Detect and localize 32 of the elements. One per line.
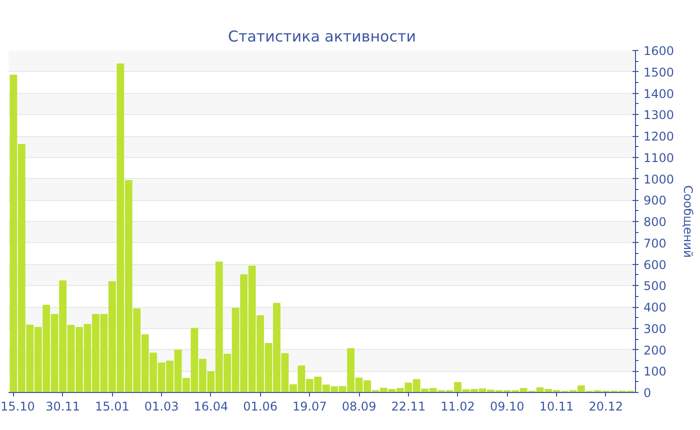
y-tick-label: 100: [644, 364, 666, 379]
y-tick-label: 1000: [644, 172, 674, 186]
x-tick-label: 01.06: [243, 400, 278, 414]
y-tick-label: 200: [644, 343, 666, 358]
y-axis-title: Сообщений: [681, 185, 696, 258]
x-tick-label: 30.11: [46, 400, 80, 414]
y-tick-label: 1300: [644, 108, 674, 122]
x-tick-label: 22.11: [391, 400, 426, 414]
y-tick-label: 800: [644, 215, 666, 229]
x-tick-label: 15.10: [0, 400, 35, 414]
y-tick-label: 700: [644, 236, 666, 250]
y-tick-label: 1500: [644, 65, 674, 80]
y-tick-label: 0: [644, 386, 652, 400]
x-tick-label: 08.09: [342, 400, 376, 414]
y-tick-label: 1100: [644, 150, 674, 165]
x-tick-label: 10.11: [539, 400, 574, 414]
x-tick-label: 16.04: [194, 400, 228, 414]
chart-title: Статистика активности: [228, 28, 416, 46]
x-tick-label: 09.10: [490, 400, 524, 414]
x-tick-label: 19.07: [292, 400, 327, 414]
y-tick-label: 1200: [644, 130, 674, 144]
y-tick-label: 600: [644, 258, 666, 272]
y-tick-label: 1400: [644, 86, 674, 101]
y-tick-label: 1600: [644, 44, 674, 58]
x-tick-label: 01.03: [144, 400, 179, 414]
x-tick-label: 20.12: [588, 400, 624, 414]
x-tick-label: 11.02: [440, 400, 475, 414]
y-tick-label: 300: [644, 322, 666, 336]
x-tick-label: 15.01: [95, 400, 130, 414]
y-tick-label: 900: [644, 194, 666, 208]
y-tick-label: 400: [644, 300, 666, 314]
y-tick-label: 500: [644, 279, 666, 294]
